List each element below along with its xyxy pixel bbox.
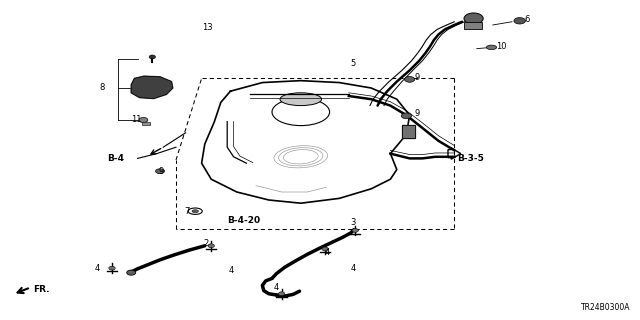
Ellipse shape (404, 76, 415, 82)
Ellipse shape (156, 169, 164, 173)
Ellipse shape (192, 210, 198, 213)
Ellipse shape (486, 45, 497, 50)
Ellipse shape (109, 266, 115, 270)
Text: 4: 4 (351, 264, 356, 273)
Ellipse shape (464, 13, 483, 24)
Text: B-3-5: B-3-5 (458, 154, 484, 163)
Ellipse shape (127, 270, 136, 275)
Text: B-4-20: B-4-20 (227, 216, 260, 225)
Ellipse shape (322, 247, 328, 251)
Ellipse shape (149, 55, 156, 59)
Ellipse shape (278, 292, 285, 296)
Text: 10: 10 (496, 42, 506, 51)
Text: 5: 5 (351, 59, 356, 68)
Ellipse shape (139, 117, 148, 123)
Text: 9: 9 (415, 73, 420, 82)
Ellipse shape (401, 113, 412, 119)
Ellipse shape (514, 18, 525, 24)
Text: 4: 4 (95, 264, 100, 273)
Polygon shape (402, 125, 415, 138)
Bar (464, 22, 482, 29)
Polygon shape (131, 76, 173, 99)
Ellipse shape (208, 244, 214, 248)
Text: 2: 2 (204, 239, 209, 248)
Text: 3: 3 (351, 218, 356, 227)
Ellipse shape (352, 228, 358, 232)
Text: B-4: B-4 (108, 154, 125, 163)
Bar (142, 122, 150, 125)
Text: 4: 4 (274, 284, 279, 292)
Text: 9: 9 (159, 167, 164, 176)
Ellipse shape (280, 93, 321, 106)
Text: 11: 11 (131, 116, 141, 124)
Text: TR24B0300A: TR24B0300A (581, 303, 630, 312)
Text: 4: 4 (325, 248, 330, 257)
Text: 13: 13 (202, 23, 212, 32)
Text: 9: 9 (415, 109, 420, 118)
Polygon shape (202, 81, 410, 203)
Text: 8: 8 (99, 84, 104, 92)
Text: FR.: FR. (33, 285, 50, 294)
Text: 4: 4 (229, 266, 234, 275)
Text: 7: 7 (184, 207, 189, 216)
Text: 6: 6 (525, 15, 530, 24)
